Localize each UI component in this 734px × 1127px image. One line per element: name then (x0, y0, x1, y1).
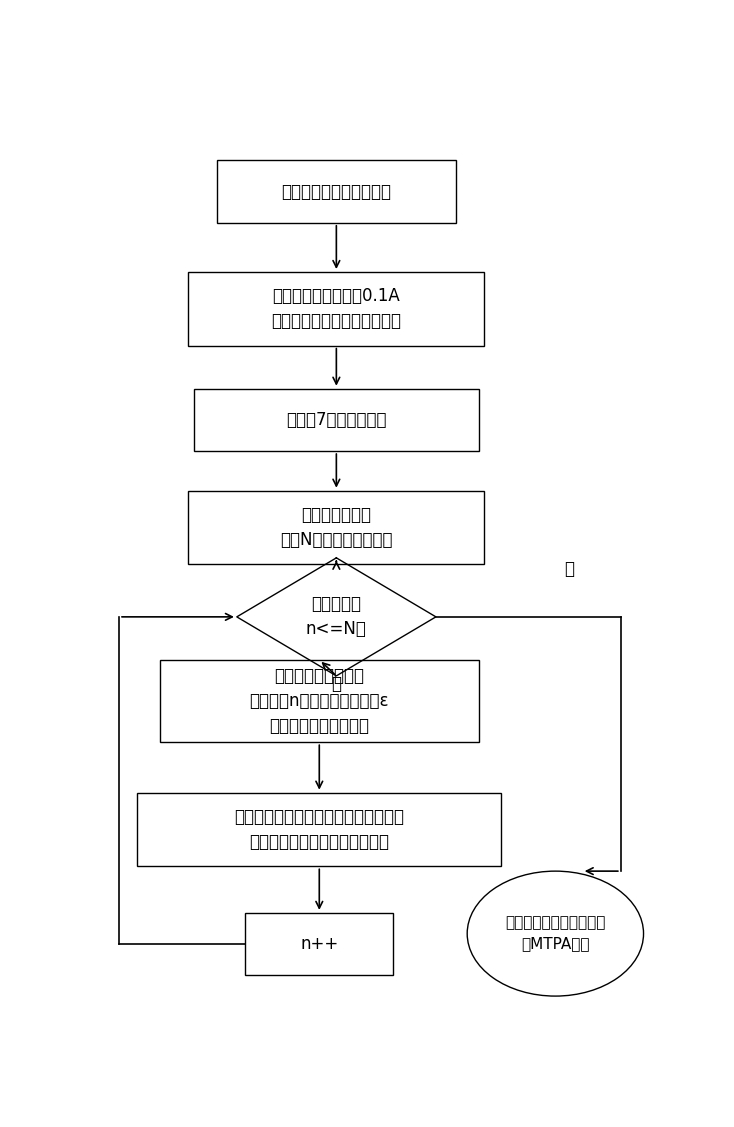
Text: 设定电流最小步长如0.1A
并对直交轴磁链矩阵插值细化: 设定电流最小步长如0.1A 并对直交轴磁链矩阵插值细化 (272, 287, 401, 330)
Bar (194, 389, 479, 451)
Bar (137, 792, 501, 867)
Text: 载入电机直交轴磁链矩阵: 载入电机直交轴磁链矩阵 (281, 183, 391, 201)
Bar (189, 272, 484, 346)
Ellipse shape (468, 871, 644, 996)
Bar (245, 913, 393, 975)
Text: 否: 否 (564, 560, 574, 578)
Text: 找出转矩最大值
生成N个点的转矩值序列: 找出转矩最大值 生成N个点的转矩值序列 (280, 506, 393, 549)
Text: n++: n++ (300, 935, 338, 953)
Bar (160, 659, 479, 743)
Polygon shape (237, 558, 436, 676)
Bar (217, 160, 456, 223)
Text: 找出所有组合中电流幅值最小的唯一一
组，并保存对应的直交轴电流值: 找出所有组合中电流幅值最小的唯一一 组，并保存对应的直交轴电流值 (234, 808, 404, 851)
Text: 由公式7计算转矩矩阵: 由公式7计算转矩矩阵 (286, 411, 387, 429)
Text: 由保存的直交轴电流值获
得MTPA查表: 由保存的直交轴电流值获 得MTPA查表 (505, 915, 606, 951)
Text: 是: 是 (331, 675, 341, 693)
Text: 循环未结束
n<=N？: 循环未结束 n<=N？ (306, 595, 367, 638)
Text: 扫描所有直交轴电流
找出与第n个转矩值误差小于ε
的所有直交轴电流组合: 扫描所有直交轴电流 找出与第n个转矩值误差小于ε 的所有直交轴电流组合 (250, 667, 389, 735)
Bar (189, 490, 484, 565)
